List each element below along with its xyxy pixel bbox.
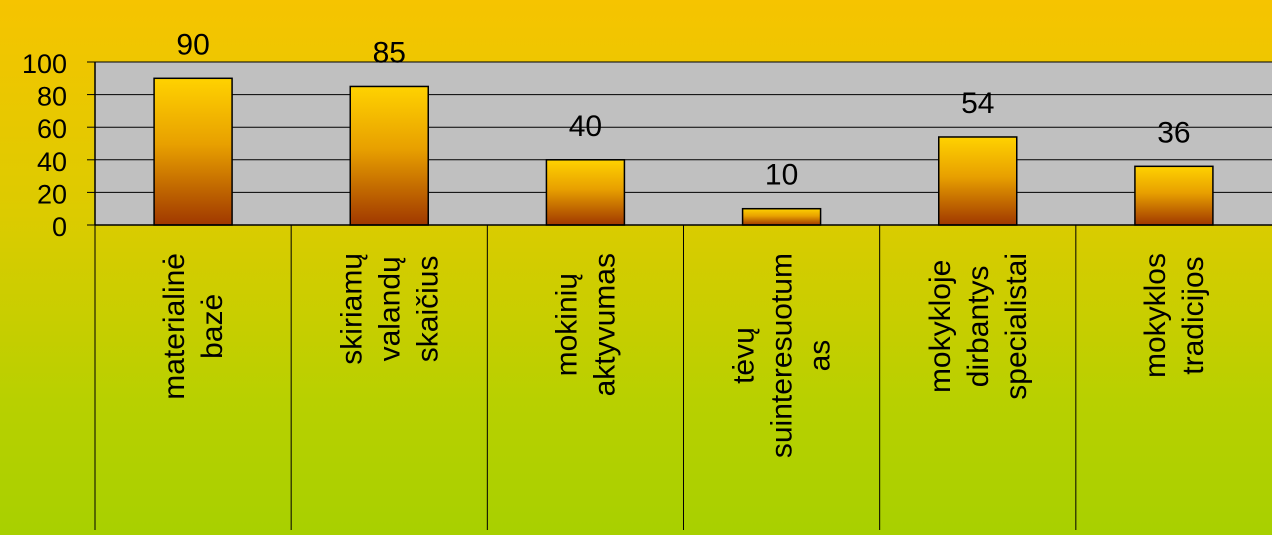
gridlines [95,61,1272,193]
category-label: tėvų suinteresuotum as [728,253,837,458]
data-label: 90 [176,28,209,61]
data-labels: 90 85 40 10 54 36 [176,28,1190,191]
bar [741,207,822,226]
category-labels: materialinė bazė skiriamų valandų skaičius mo… [158,253,1210,458]
category-label: mokyklos tradicijos [1139,253,1210,378]
bar [938,136,1018,226]
data-label: 40 [569,110,602,143]
category-label-line: specialistai [1000,253,1033,400]
y-tick-label: 40 [37,147,67,177]
data-label: 54 [961,87,994,120]
category-label-line: suinteresuotum [766,253,799,458]
category-label-line: skaičius [411,255,444,362]
data-label: 85 [373,36,406,69]
category-label-line: as [804,340,837,372]
data-label: 10 [765,159,798,192]
bar [153,77,233,226]
category-label-line: tradicijos [1177,256,1210,374]
category-label-line: valandų [373,256,406,361]
data-label: 36 [1157,116,1190,149]
category-label-line: mokinių [550,273,583,376]
bar [1134,165,1214,226]
y-tick-label: 60 [37,114,67,144]
category-label: materialinė bazė [158,253,229,400]
category-label-line: bazė [196,294,229,359]
category-label-line: materialinė [158,253,191,400]
bar [545,159,626,226]
bar [349,85,429,226]
category-label: skiriamų valandų skaičius [335,253,444,365]
category-label: mokinių aktyvumas [550,253,621,396]
category-label-line: mokyklos [1139,253,1172,378]
y-tick-label: 20 [37,179,67,209]
category-label-line: tėvų [728,327,761,384]
category-label-line: mokykloje [924,260,957,393]
category-label-line: skiriamų [335,253,368,365]
y-tick-label: 80 [37,82,67,112]
category-label-line: dirbantys [962,266,995,388]
category-label: mokykloje dirbantys specialistai [924,253,1033,400]
plot-area [95,62,1272,225]
category-label-line: aktyvumas [588,253,621,396]
y-tick-label: 100 [22,49,67,79]
bars [153,77,1214,226]
axes [94,62,1272,530]
y-tick-label: 0 [52,212,67,242]
